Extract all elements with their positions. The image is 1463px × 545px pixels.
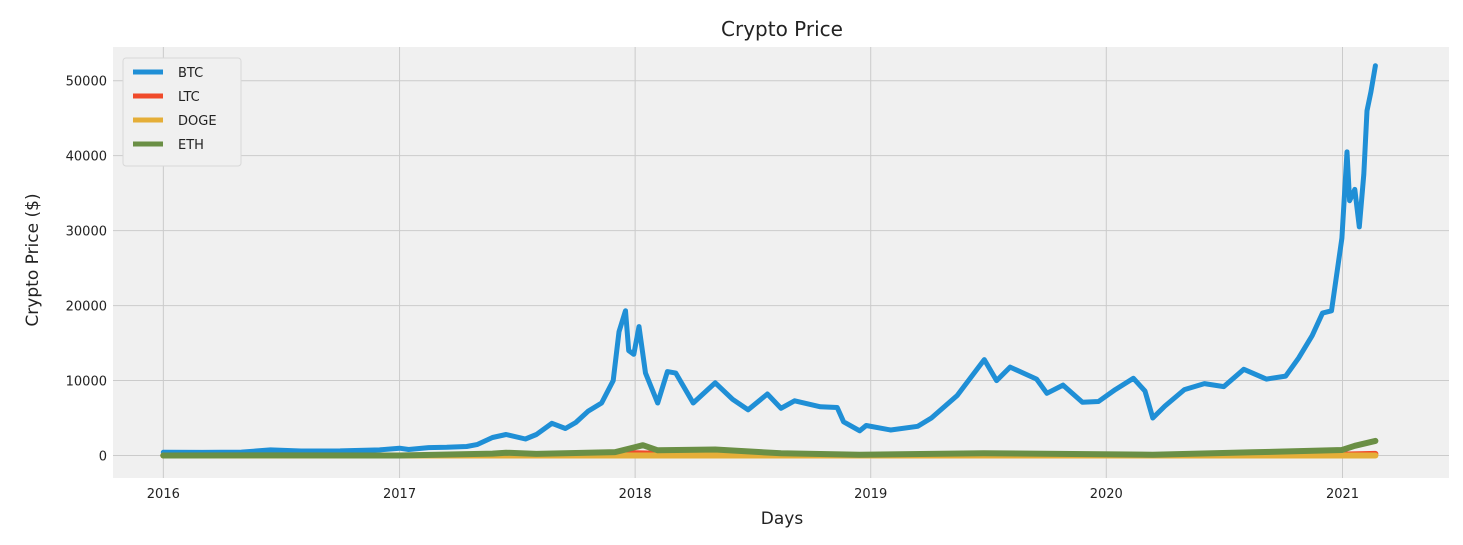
y-tick-label: 20000	[66, 300, 107, 315]
legend-label-eth: ETH	[178, 138, 204, 153]
x-tick-label: 2018	[619, 487, 652, 502]
legend-label-doge: DOGE	[178, 114, 217, 129]
x-axis: 2016 2017 2018 2019 2020 2021	[147, 487, 1359, 502]
series-lines	[160, 63, 1379, 459]
x-tick-label: 2020	[1090, 487, 1123, 502]
legend-label-btc: BTC	[178, 66, 203, 81]
legend-label-ltc: LTC	[178, 90, 200, 105]
x-tick-label: 2016	[147, 487, 180, 502]
y-tick-label: 10000	[66, 375, 107, 390]
plot-area	[113, 47, 1449, 478]
series-line-btc	[160, 63, 1378, 455]
plot-background	[113, 47, 1449, 478]
y-tick-label: 0	[99, 450, 107, 465]
legend-box	[122, 57, 242, 167]
y-axis: 0 10000 20000 30000 40000 50000	[66, 75, 107, 465]
x-tick-label: 2019	[854, 487, 887, 502]
chart-title: Crypto Price	[721, 17, 843, 41]
x-tick-label: 2017	[383, 487, 416, 502]
x-tick-label: 2021	[1326, 487, 1359, 502]
y-tick-label: 40000	[66, 150, 107, 165]
y-axis-title: Crypto Price ($)	[23, 193, 43, 326]
y-tick-label: 50000	[66, 75, 107, 90]
y-tick-label: 30000	[66, 225, 107, 240]
legend: BTC LTC DOGE ETH	[122, 57, 242, 167]
series-line-eth	[160, 437, 1379, 459]
x-axis-title: Days	[761, 509, 804, 529]
